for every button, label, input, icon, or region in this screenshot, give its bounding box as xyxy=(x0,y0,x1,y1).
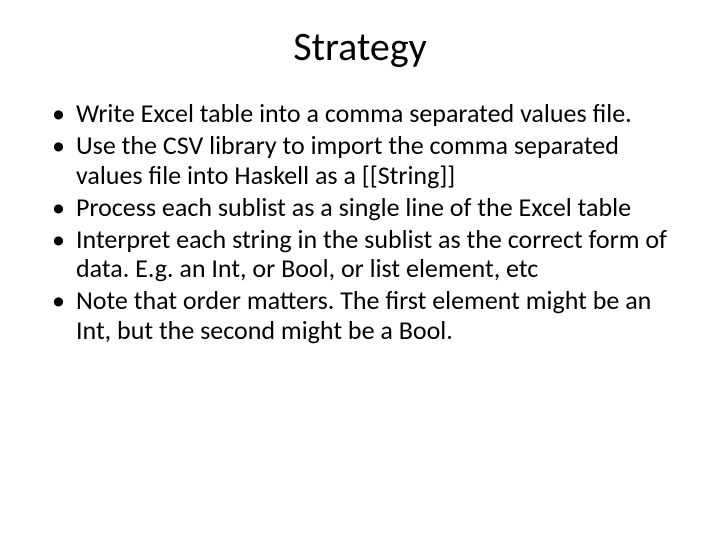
slide: Strategy Write Excel table into a comma … xyxy=(0,0,720,540)
list-item: Process each sublist as a single line of… xyxy=(48,193,672,223)
list-item: Write Excel table into a comma separated… xyxy=(48,99,672,129)
slide-title: Strategy xyxy=(48,22,672,71)
bullet-list: Write Excel table into a comma separated… xyxy=(48,99,672,346)
list-item: Use the CSV library to import the comma … xyxy=(48,131,672,191)
list-item: Interpret each string in the sublist as … xyxy=(48,225,672,285)
list-item: Note that order matters. The first eleme… xyxy=(48,286,672,346)
